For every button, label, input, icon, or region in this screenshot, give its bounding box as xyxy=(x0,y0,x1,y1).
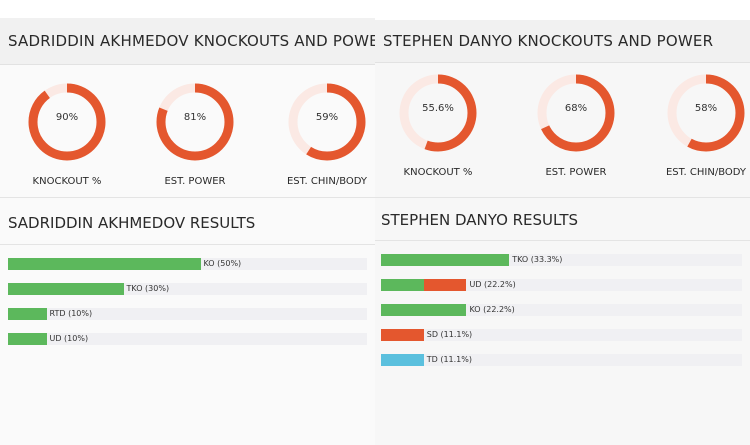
results-title: SADRIDDIN AKHMEDOV RESULTS xyxy=(8,214,256,232)
result-bar-segment xyxy=(8,283,124,295)
result-bar: TKO (33.3%) xyxy=(381,254,742,266)
gauge-label: EST. POWER xyxy=(545,167,607,178)
gauge-value: 68% xyxy=(564,103,588,114)
result-bar-segment xyxy=(381,304,467,316)
result-bar-label: TKO (33.3%) xyxy=(512,255,563,264)
result-bar-label: SD (11.1%) xyxy=(426,330,473,339)
result-bar-label: UD (22.2%) xyxy=(469,280,516,289)
result-bar-segment xyxy=(8,258,201,270)
gauge-value: 59% xyxy=(315,112,339,123)
result-bar: UD (10%) xyxy=(8,333,367,345)
result-bar-segment xyxy=(8,308,47,320)
gauge-knockout: 55.6% KNOCKOUT % xyxy=(383,73,493,178)
divider xyxy=(0,244,375,245)
result-bar: TKO (30%) xyxy=(8,283,367,295)
result-bar-label: RTD (10%) xyxy=(49,309,93,318)
knockouts-power-title: SADRIDDIN AKHMEDOV KNOCKOUTS AND POWER xyxy=(0,18,375,65)
gauges-row: 90% KNOCKOUT % 81% EST. POWER 59% EST. C… xyxy=(0,65,375,205)
result-bar: UD (22.2%) xyxy=(381,279,742,291)
result-bar-label: TD (11.1%) xyxy=(426,355,472,364)
panel-top-gap xyxy=(375,0,750,20)
result-bar-segment xyxy=(8,333,47,345)
gauge-label: KNOCKOUT % xyxy=(32,176,102,187)
gauge-chin: 58% EST. CHIN/BODY xyxy=(651,73,750,178)
gauge-knockout: 90% KNOCKOUT % xyxy=(12,82,122,187)
divider xyxy=(375,240,750,241)
result-bar: SD (11.1%) xyxy=(381,329,742,341)
result-bar-segment xyxy=(381,329,424,341)
result-bar-label: KO (50%) xyxy=(203,259,242,268)
results-title: STEPHEN DANYO RESULTS xyxy=(381,211,579,229)
gauge-label: EST. CHIN/BODY xyxy=(665,167,747,178)
divider xyxy=(375,197,750,198)
gauge-chin: 59% EST. CHIN/BODY xyxy=(272,82,382,187)
fighter-panel-left: SADRIDDIN AKHMEDOV KNOCKOUTS AND POWER 9… xyxy=(0,18,375,445)
fighter-panel-right: STEPHEN DANYO KNOCKOUTS AND POWER 55.6% … xyxy=(375,0,750,445)
result-bar-label: UD (10%) xyxy=(49,334,89,343)
gauge-label: KNOCKOUT % xyxy=(403,167,473,178)
gauge-value: 55.6% xyxy=(422,103,454,114)
gauge-power: 68% EST. POWER xyxy=(521,73,631,178)
result-bar-label: TKO (30%) xyxy=(126,284,170,293)
gauge-value: 58% xyxy=(694,103,718,114)
knockouts-power-title: STEPHEN DANYO KNOCKOUTS AND POWER xyxy=(375,20,750,63)
result-bar: KO (50%) xyxy=(8,258,367,270)
gauge-label: EST. POWER xyxy=(164,176,226,187)
result-bar: RTD (10%) xyxy=(8,308,367,320)
result-bar-label: KO (22.2%) xyxy=(469,305,515,314)
result-bar-segment xyxy=(381,279,424,291)
result-bar-segment xyxy=(381,354,424,366)
divider xyxy=(0,197,375,198)
result-bar: TD (11.1%) xyxy=(381,354,742,366)
result-bar-segment xyxy=(381,254,510,266)
gauge-value: 81% xyxy=(183,112,207,123)
result-bar: KO (22.2%) xyxy=(381,304,742,316)
gauge-power: 81% EST. POWER xyxy=(140,82,250,187)
result-bar-segment xyxy=(423,279,467,291)
gauge-label: EST. CHIN/BODY xyxy=(286,176,368,187)
gauge-value: 90% xyxy=(55,112,79,123)
gauges-row: 55.6% KNOCKOUT % 68% EST. POWER 58% EST.… xyxy=(375,63,750,203)
